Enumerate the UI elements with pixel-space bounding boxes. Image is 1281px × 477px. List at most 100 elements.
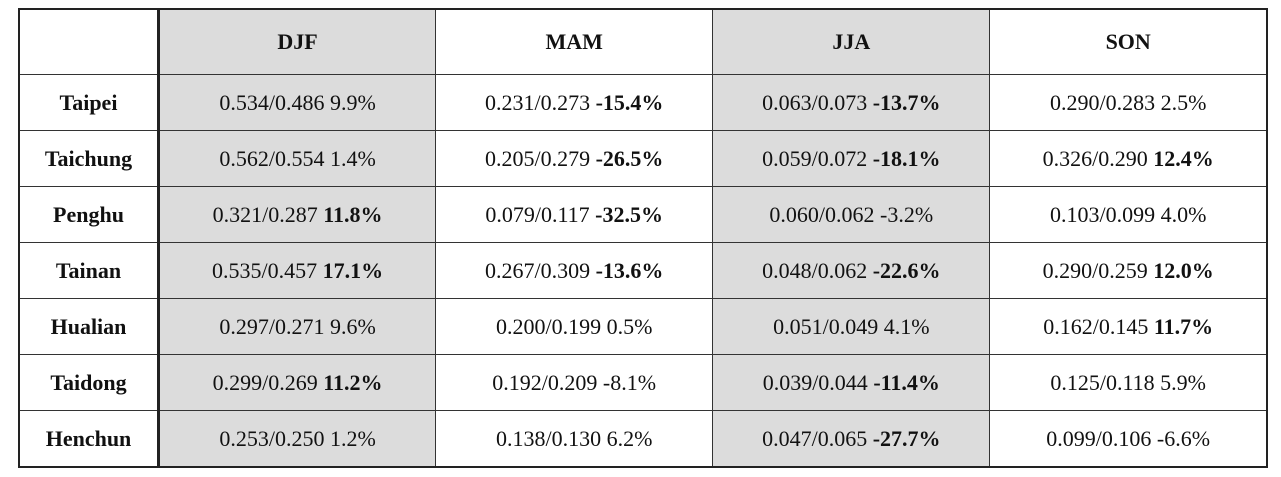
change-text: -13.6% — [595, 257, 664, 283]
column-header: DJF — [157, 8, 437, 75]
ratio-text: 0.060/0.062 — [769, 201, 875, 227]
data-table: DJF MAM JJA SON Taipei 0.534/0.486 9.9% 0.231… — [18, 8, 1268, 468]
change-text: -13.7% — [872, 89, 941, 115]
value-cell: 0.290/0.283 2.5% — [989, 74, 1268, 131]
value-cell: 0.299/0.269 11.2% — [157, 354, 437, 411]
value-cell: 0.534/0.486 9.9% — [157, 74, 437, 131]
value-cell: 0.231/0.273 -15.4% — [435, 74, 714, 131]
ratio-text: 0.039/0.044 — [762, 369, 868, 395]
ratio-text: 0.297/0.271 — [219, 313, 325, 339]
change-text: -8.1% — [602, 369, 657, 395]
ratio-text: 0.079/0.117 — [485, 201, 590, 227]
table-row: Henchun 0.253/0.250 1.2% 0.138/0.130 6.2% 0… — [18, 410, 1268, 468]
ratio-text: 0.125/0.118 — [1050, 369, 1155, 395]
change-text: 0.5% — [606, 313, 653, 339]
table-row: Taipei 0.534/0.486 9.9% 0.231/0.273 -15.4%… — [18, 74, 1268, 131]
change-text: -32.5% — [595, 201, 663, 227]
change-text: 1.4% — [329, 145, 376, 171]
ratio-text: 0.231/0.273 — [484, 89, 591, 115]
ratio-text: 0.048/0.062 — [762, 257, 868, 283]
ratio-text: 0.192/0.209 — [492, 369, 598, 395]
column-header: SON — [989, 8, 1268, 75]
ratio-text: 0.290/0.259 — [1042, 257, 1148, 283]
station-name: Penghu — [18, 186, 160, 243]
value-cell: 0.099/0.106 -6.6% — [989, 410, 1268, 468]
ratio-text: 0.290/0.283 — [1049, 89, 1156, 115]
table-body: Taipei 0.534/0.486 9.9% 0.231/0.273 -15.4%… — [18, 74, 1268, 468]
station-name: Tainan — [18, 242, 160, 299]
value-cell: 0.059/0.072 -18.1% — [712, 130, 991, 187]
change-text: 9.6% — [329, 313, 376, 339]
ratio-text: 0.205/0.279 — [484, 145, 591, 171]
value-cell: 0.060/0.062 -3.2% — [712, 186, 991, 243]
ratio-text: 0.051/0.049 — [773, 313, 879, 339]
ratio-text: 0.063/0.073 — [762, 89, 868, 115]
station-name: Hualian — [18, 298, 160, 355]
header-row: DJF MAM JJA SON — [18, 8, 1268, 75]
ratio-text: 0.562/0.554 — [219, 145, 325, 171]
change-text: 9.9% — [329, 89, 376, 115]
change-text: 5.9% — [1160, 369, 1206, 395]
value-cell: 0.321/0.287 11.8% — [157, 186, 437, 243]
corner-cell — [18, 8, 160, 75]
change-text: -22.6% — [872, 257, 941, 283]
value-cell: 0.297/0.271 9.6% — [157, 298, 437, 355]
ratio-text: 0.047/0.065 — [762, 425, 868, 451]
table-row: Taidong 0.299/0.269 11.2% 0.192/0.209 -8.1… — [18, 354, 1268, 411]
station-name: Taidong — [18, 354, 160, 411]
change-text: 6.2% — [606, 425, 653, 451]
table-row: Tainan 0.535/0.457 17.1% 0.267/0.309 -13.6… — [18, 242, 1268, 299]
value-cell: 0.103/0.099 4.0% — [989, 186, 1268, 243]
change-text: 2.5% — [1160, 89, 1207, 115]
value-cell: 0.290/0.259 12.0% — [989, 242, 1268, 299]
station-name: Taichung — [18, 130, 160, 187]
change-text: -11.4% — [873, 369, 940, 395]
value-cell: 0.326/0.290 12.4% — [989, 130, 1268, 187]
change-text: 12.4% — [1153, 145, 1214, 171]
value-cell: 0.048/0.062 -22.6% — [712, 242, 991, 299]
ratio-text: 0.059/0.072 — [762, 145, 868, 171]
value-cell: 0.205/0.279 -26.5% — [435, 130, 714, 187]
ratio-text: 0.099/0.106 — [1046, 425, 1152, 451]
table-row: Taichung 0.562/0.554 1.4% 0.205/0.279 -26.… — [18, 130, 1268, 187]
change-text: 1.2% — [329, 425, 376, 451]
ratio-text: 0.299/0.269 — [212, 369, 318, 395]
ratio-text: 0.103/0.099 — [1049, 201, 1156, 227]
change-text: -27.7% — [872, 425, 941, 451]
change-text: -18.1% — [872, 145, 941, 171]
ratio-text: 0.138/0.130 — [495, 425, 602, 451]
value-cell: 0.138/0.130 6.2% — [435, 410, 714, 468]
value-cell: 0.063/0.073 -13.7% — [712, 74, 991, 131]
change-text: 4.0% — [1160, 201, 1207, 227]
column-header: MAM — [435, 8, 714, 75]
value-cell: 0.039/0.044 -11.4% — [712, 354, 991, 411]
ratio-text: 0.267/0.309 — [484, 257, 591, 283]
value-cell: 0.200/0.199 0.5% — [435, 298, 714, 355]
value-cell: 0.253/0.250 1.2% — [157, 410, 437, 468]
change-text: -6.6% — [1156, 425, 1211, 451]
value-cell: 0.125/0.118 5.9% — [989, 354, 1268, 411]
value-cell: 0.079/0.117 -32.5% — [435, 186, 714, 243]
ratio-text: 0.253/0.250 — [219, 425, 325, 451]
change-text: 4.1% — [883, 313, 930, 339]
ratio-text: 0.200/0.199 — [495, 313, 602, 339]
ratio-text: 0.326/0.290 — [1042, 145, 1148, 171]
change-text: 11.2% — [323, 369, 383, 395]
station-name: Taipei — [18, 74, 160, 131]
table-row: Penghu 0.321/0.287 11.8% 0.079/0.117 -32.5… — [18, 186, 1268, 243]
change-text: 11.8% — [323, 201, 383, 227]
value-cell: 0.267/0.309 -13.6% — [435, 242, 714, 299]
ratio-text: 0.321/0.287 — [212, 201, 318, 227]
table-row: Hualian 0.297/0.271 9.6% 0.200/0.199 0.5% 0… — [18, 298, 1268, 355]
change-text: 17.1% — [322, 257, 384, 283]
change-text: 12.0% — [1153, 257, 1214, 283]
station-name: Henchun — [18, 410, 160, 468]
value-cell: 0.162/0.145 11.7% — [989, 298, 1268, 355]
change-text: -26.5% — [595, 145, 664, 171]
column-header: JJA — [712, 8, 991, 75]
value-cell: 0.535/0.457 17.1% — [157, 242, 437, 299]
change-text: 11.7% — [1153, 313, 1214, 339]
change-text: -3.2% — [880, 201, 934, 227]
ratio-text: 0.534/0.486 — [219, 89, 325, 115]
